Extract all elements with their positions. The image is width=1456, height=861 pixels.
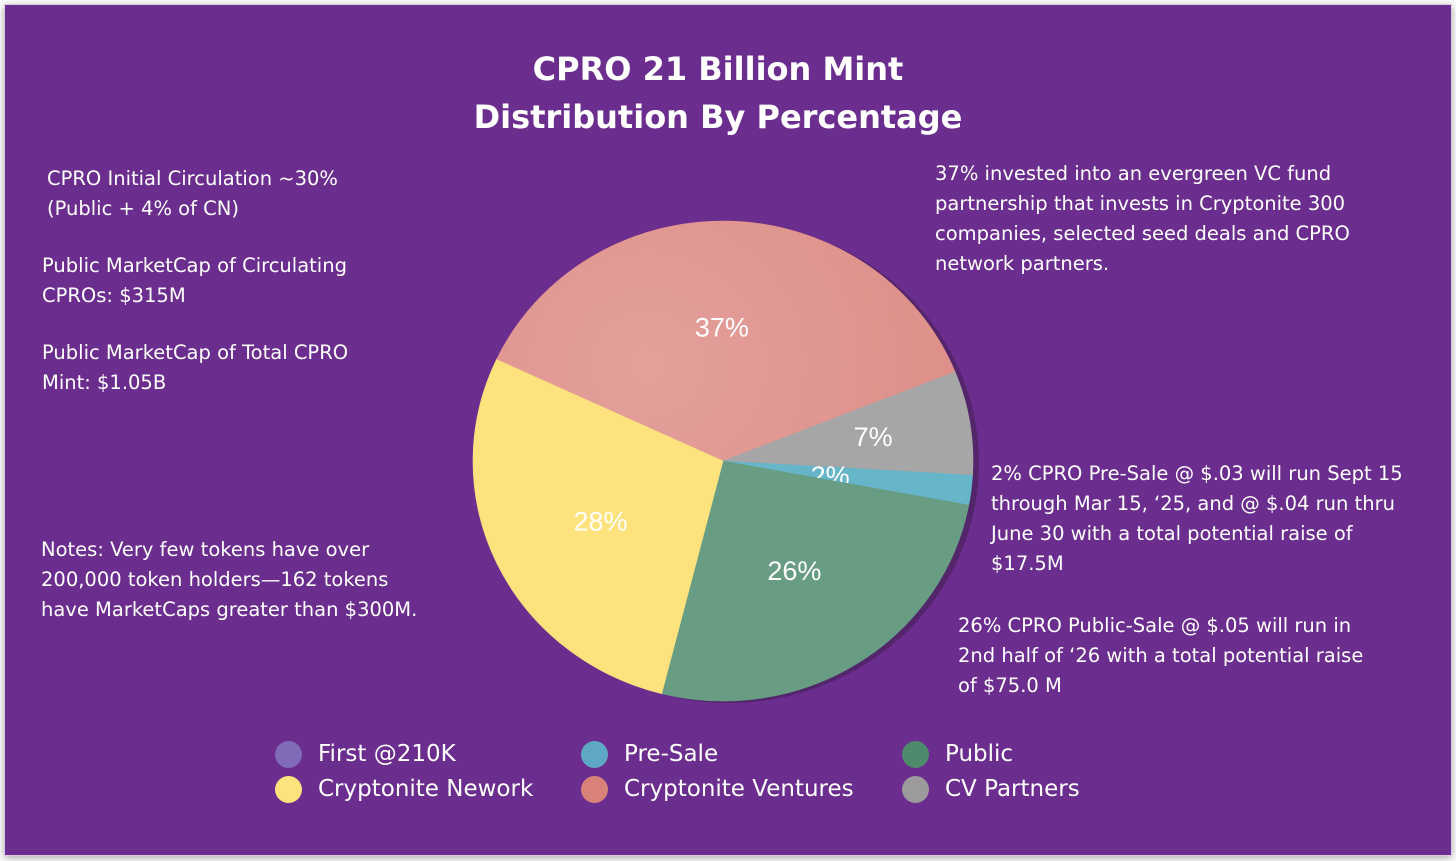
chart-legend: First @210K Pre-Sale Public Cryptonite N… — [275, 737, 1175, 817]
pie-data-label: 7% — [854, 422, 893, 452]
legend-item: Pre-Sale — [581, 737, 718, 771]
legend-swatch — [275, 775, 302, 803]
note-circulating-marketcap: Public MarketCap of Circulating CPROs: $… — [42, 251, 347, 311]
legend-swatch — [902, 775, 929, 803]
note-line: 37% invested into an evergreen VC fund — [935, 162, 1332, 185]
note-line: Mint: $1.05B — [42, 371, 167, 394]
note-total-marketcap: Public MarketCap of Total CPRO Mint: $1.… — [42, 338, 348, 398]
note-token-holders: Notes: Very few tokens have over 200,000… — [41, 535, 417, 625]
chart-title: CPRO 21 Billion Mint Distribution By Per… — [5, 45, 1431, 141]
legend-item: Cryptonite Ventures — [581, 772, 854, 806]
note-line: 200,000 token holders—162 tokens — [41, 568, 389, 591]
note-presale: 2% CPRO Pre-Sale @ $.03 will run Sept 15… — [991, 459, 1403, 579]
legend-label: Cryptonite Ventures — [624, 776, 854, 802]
pie-slice-cv-partners — [722, 371, 974, 476]
note-line: 2nd half of ‘26 with a total potential r… — [958, 644, 1364, 667]
legend-item: CV Partners — [902, 772, 1080, 806]
note-line: of $75.0 M — [958, 674, 1062, 697]
legend-item: Cryptonite Nework — [275, 772, 533, 806]
note-ventures: 37% invested into an evergreen VC fund p… — [935, 159, 1350, 279]
note-line: $17.5M — [991, 552, 1064, 575]
pie-slice-public — [661, 460, 970, 702]
note-line: (Public + 4% of CN) — [47, 197, 239, 220]
note-line: 26% CPRO Public-Sale @ $.05 will run in — [958, 614, 1352, 637]
pie-data-label: 26% — [767, 556, 821, 586]
note-initial-circulation: CPRO Initial Circulation ~30% (Public + … — [47, 164, 338, 224]
note-line: through Mar 15, ‘25, and @ $.04 run thru — [991, 492, 1395, 515]
note-line: partnership that invests in Cryptonite 3… — [935, 192, 1346, 215]
note-public-sale: 26% CPRO Public-Sale @ $.05 will run in … — [958, 611, 1363, 701]
chart-frame: CPRO 21 Billion Mint Distribution By Per… — [4, 4, 1452, 856]
pie-slice-cryptonite-nework — [472, 359, 724, 695]
legend-label: Pre-Sale — [624, 741, 719, 767]
pie-data-label: 37% — [695, 313, 749, 343]
legend-swatch — [581, 775, 608, 803]
legend-swatch — [581, 740, 608, 768]
legend-label: Cryptonite Nework — [318, 776, 534, 802]
legend-swatch — [902, 740, 929, 768]
chart-title-line-1: CPRO 21 Billion Mint — [532, 50, 904, 88]
note-line: 2% CPRO Pre-Sale @ $.03 will run Sept 15 — [991, 462, 1403, 485]
note-line: CPROs: $315M — [42, 284, 186, 307]
legend-label: First @210K — [318, 741, 456, 767]
note-line: Public MarketCap of Circulating — [42, 254, 347, 277]
note-line: CPRO Initial Circulation ~30% — [47, 167, 338, 190]
legend-label: Public — [945, 741, 1014, 767]
pie-data-label: 28% — [573, 507, 627, 537]
legend-item: First @210K — [275, 737, 456, 771]
legend-label: CV Partners — [945, 776, 1080, 802]
legend-item: Public — [902, 737, 1013, 771]
note-line: June 30 with a total potential raise of — [991, 522, 1353, 545]
note-line: network partners. — [935, 252, 1110, 275]
note-line: Notes: Very few tokens have over — [41, 538, 370, 561]
chart-title-line-2: Distribution By Percentage — [473, 98, 963, 136]
legend-swatch — [275, 740, 302, 768]
note-line: companies, selected seed deals and CPRO — [935, 222, 1350, 245]
note-line: have MarketCaps greater than $300M. — [41, 598, 418, 621]
pie-chart: 37%7%2%26%28% — [472, 220, 979, 703]
note-line: Public MarketCap of Total CPRO — [42, 341, 349, 364]
